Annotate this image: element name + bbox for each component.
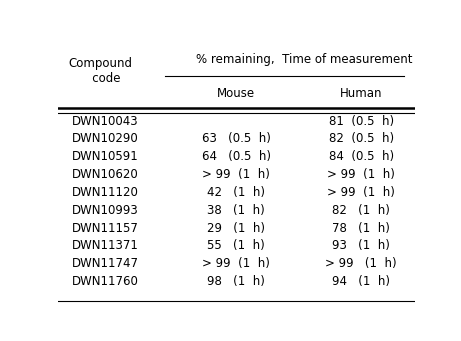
Text: 94   (1  h): 94 (1 h) bbox=[332, 275, 390, 288]
Text: Human: Human bbox=[340, 87, 383, 100]
Text: > 99  (1  h): > 99 (1 h) bbox=[202, 257, 270, 270]
Text: DWN11157: DWN11157 bbox=[72, 222, 139, 235]
Text: > 99  (1  h): > 99 (1 h) bbox=[202, 168, 270, 181]
Text: > 99   (1  h): > 99 (1 h) bbox=[325, 257, 397, 270]
Text: DWN10043: DWN10043 bbox=[72, 115, 139, 128]
Text: DWN10993: DWN10993 bbox=[72, 204, 139, 217]
Text: DWN11760: DWN11760 bbox=[72, 275, 139, 288]
Text: 55   (1  h): 55 (1 h) bbox=[207, 239, 265, 252]
Text: 78   (1  h): 78 (1 h) bbox=[332, 222, 390, 235]
Text: 82   (1  h): 82 (1 h) bbox=[332, 204, 390, 217]
Text: 64   (0.5  h): 64 (0.5 h) bbox=[202, 150, 271, 163]
Text: 98   (1  h): 98 (1 h) bbox=[207, 275, 265, 288]
Text: DWN11747: DWN11747 bbox=[72, 257, 139, 270]
Text: 63   (0.5  h): 63 (0.5 h) bbox=[202, 132, 271, 145]
Text: > 99  (1  h): > 99 (1 h) bbox=[327, 168, 395, 181]
Text: 81  (0.5  h): 81 (0.5 h) bbox=[329, 115, 394, 128]
Text: % remaining,  Time of measurement: % remaining, Time of measurement bbox=[196, 53, 413, 66]
Text: 82  (0.5  h): 82 (0.5 h) bbox=[329, 132, 394, 145]
Text: 29   (1  h): 29 (1 h) bbox=[207, 222, 265, 235]
Text: DWN11120: DWN11120 bbox=[72, 186, 139, 199]
Text: DWN10620: DWN10620 bbox=[72, 168, 139, 181]
Text: DWN10290: DWN10290 bbox=[72, 132, 139, 145]
Text: 93   (1  h): 93 (1 h) bbox=[332, 239, 390, 252]
Text: 38   (1  h): 38 (1 h) bbox=[207, 204, 265, 217]
Text: 84  (0.5  h): 84 (0.5 h) bbox=[329, 150, 394, 163]
Text: > 99  (1  h): > 99 (1 h) bbox=[327, 186, 395, 199]
Text: Compound
   code: Compound code bbox=[69, 57, 132, 85]
Text: Mouse: Mouse bbox=[217, 87, 255, 100]
Text: DWN10591: DWN10591 bbox=[72, 150, 139, 163]
Text: 42   (1  h): 42 (1 h) bbox=[207, 186, 265, 199]
Text: DWN11371: DWN11371 bbox=[72, 239, 139, 252]
